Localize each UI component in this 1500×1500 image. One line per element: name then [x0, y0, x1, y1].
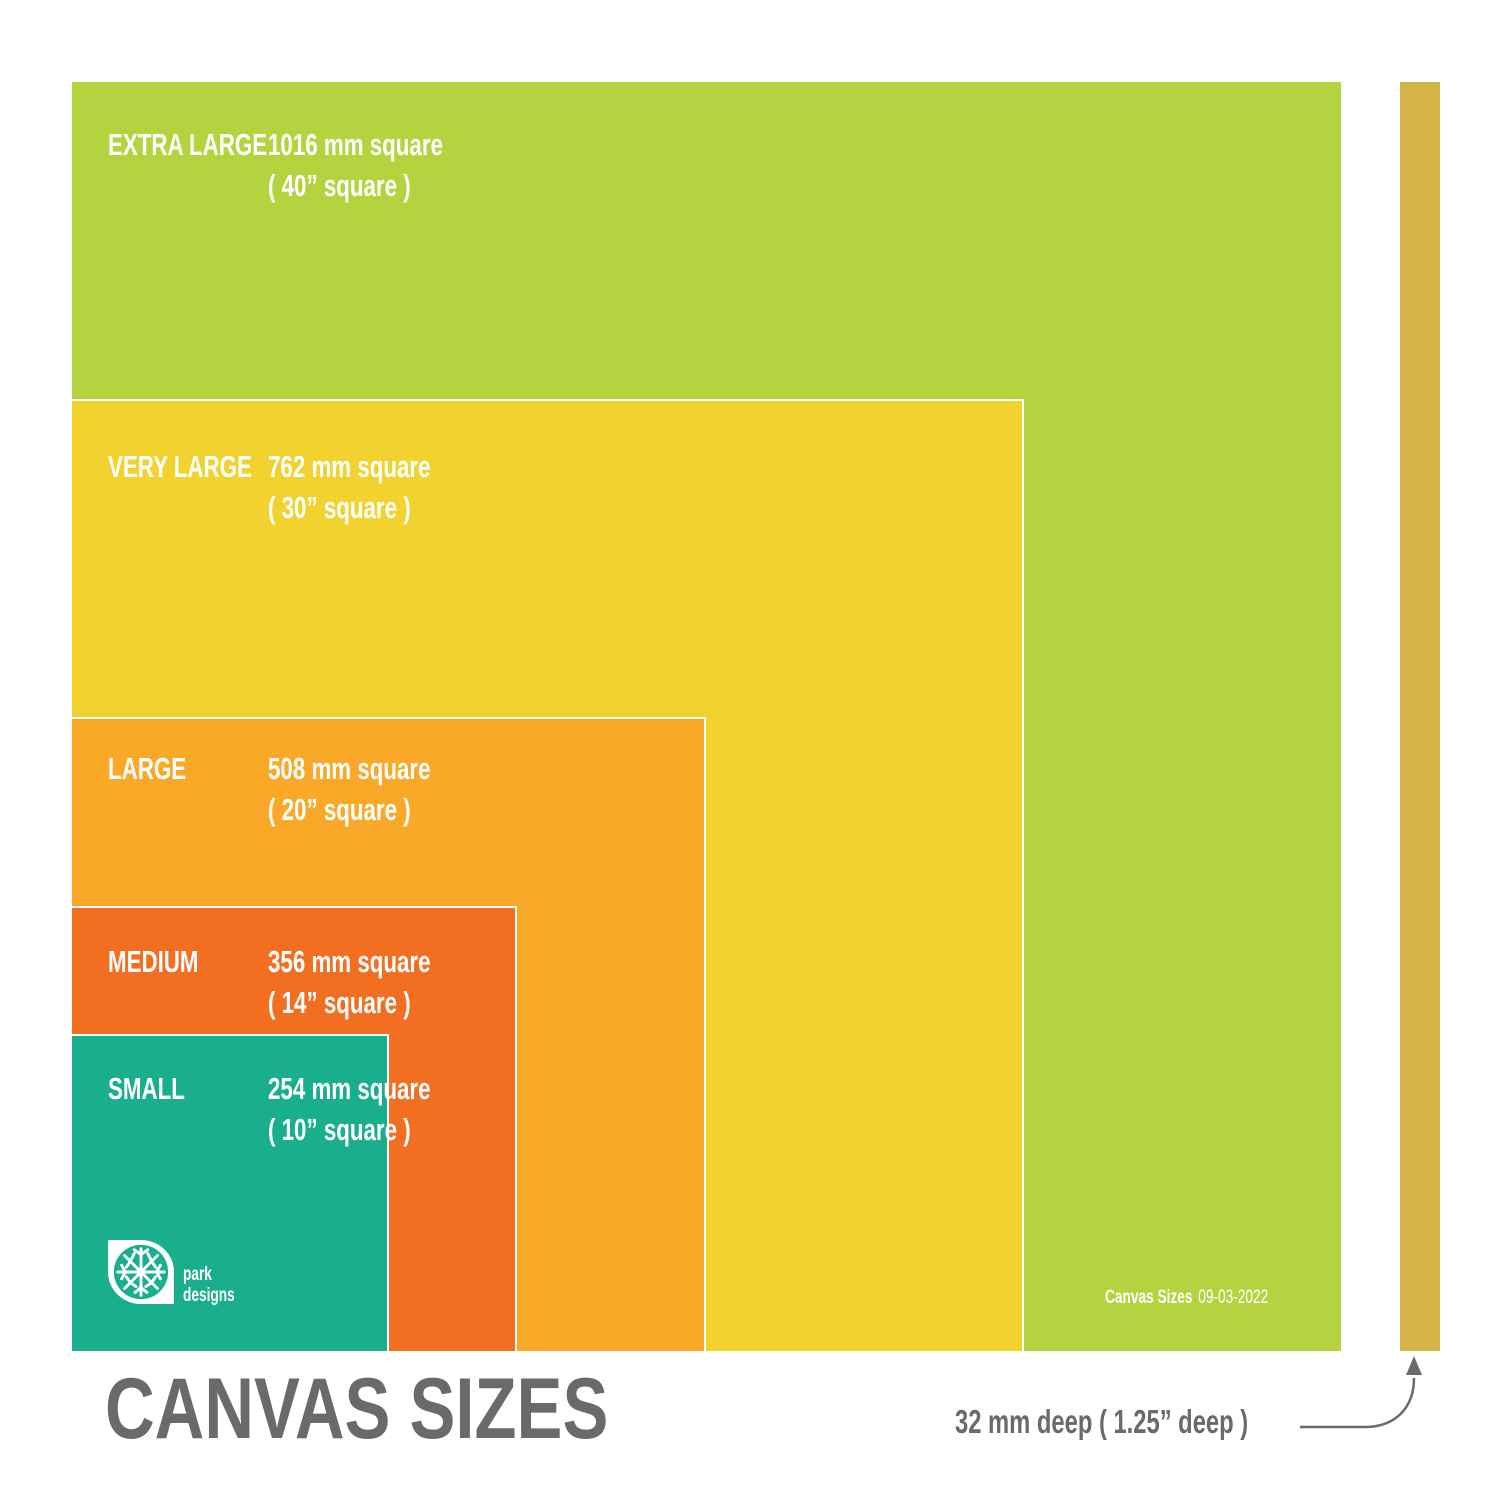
size-mm: 762 mm square [268, 449, 431, 484]
size-mm: 1016 mm square [268, 127, 443, 162]
park-designs-logo-icon [108, 1240, 174, 1304]
square-small: SMALL 254 mm square ( 10” square ) [72, 1034, 431, 1351]
size-mm: 254 mm square [268, 1071, 431, 1106]
size-inches: ( 30” square ) [268, 490, 411, 525]
depth-bar [1400, 82, 1440, 1351]
size-name: LARGE [108, 751, 187, 786]
size-values: 762 mm square ( 30” square ) [268, 446, 431, 528]
depth-caption: 32 mm deep ( 1.25” deep ) [955, 1403, 1249, 1440]
page-title: CANVAS SIZES [105, 1361, 609, 1457]
size-name: EXTRA LARGE [108, 127, 268, 162]
size-name: MEDIUM [108, 944, 199, 979]
size-values: 356 mm square ( 14” square ) [268, 941, 431, 1023]
size-values: 254 mm square ( 10” square ) [268, 1068, 431, 1150]
footer-note: Canvas Sizes 09-03-2022 [1105, 1287, 1332, 1309]
size-inches: ( 14” square ) [268, 985, 411, 1020]
depth-arrow-icon [1300, 1356, 1422, 1429]
logo-line-2: designs [183, 1285, 235, 1306]
size-values: 508 mm square ( 20” square ) [268, 748, 431, 830]
footer-note-title: Canvas Sizes [1105, 1287, 1193, 1308]
park-designs-wordmark: park designs [183, 1264, 255, 1306]
size-inches: ( 10” square ) [268, 1112, 411, 1147]
size-name: SMALL [108, 1071, 185, 1106]
size-mm: 508 mm square [268, 751, 431, 786]
size-inches: ( 20” square ) [268, 792, 411, 827]
tree-branches-icon [113, 1244, 169, 1300]
size-values: 1016 mm square ( 40” square ) [268, 124, 443, 206]
size-mm: 356 mm square [268, 944, 431, 979]
size-inches: ( 40” square ) [268, 168, 411, 203]
size-name: VERY LARGE [108, 449, 252, 484]
footer-note-date: 09-03-2022 [1198, 1287, 1269, 1308]
logo-line-1: park [183, 1264, 212, 1285]
